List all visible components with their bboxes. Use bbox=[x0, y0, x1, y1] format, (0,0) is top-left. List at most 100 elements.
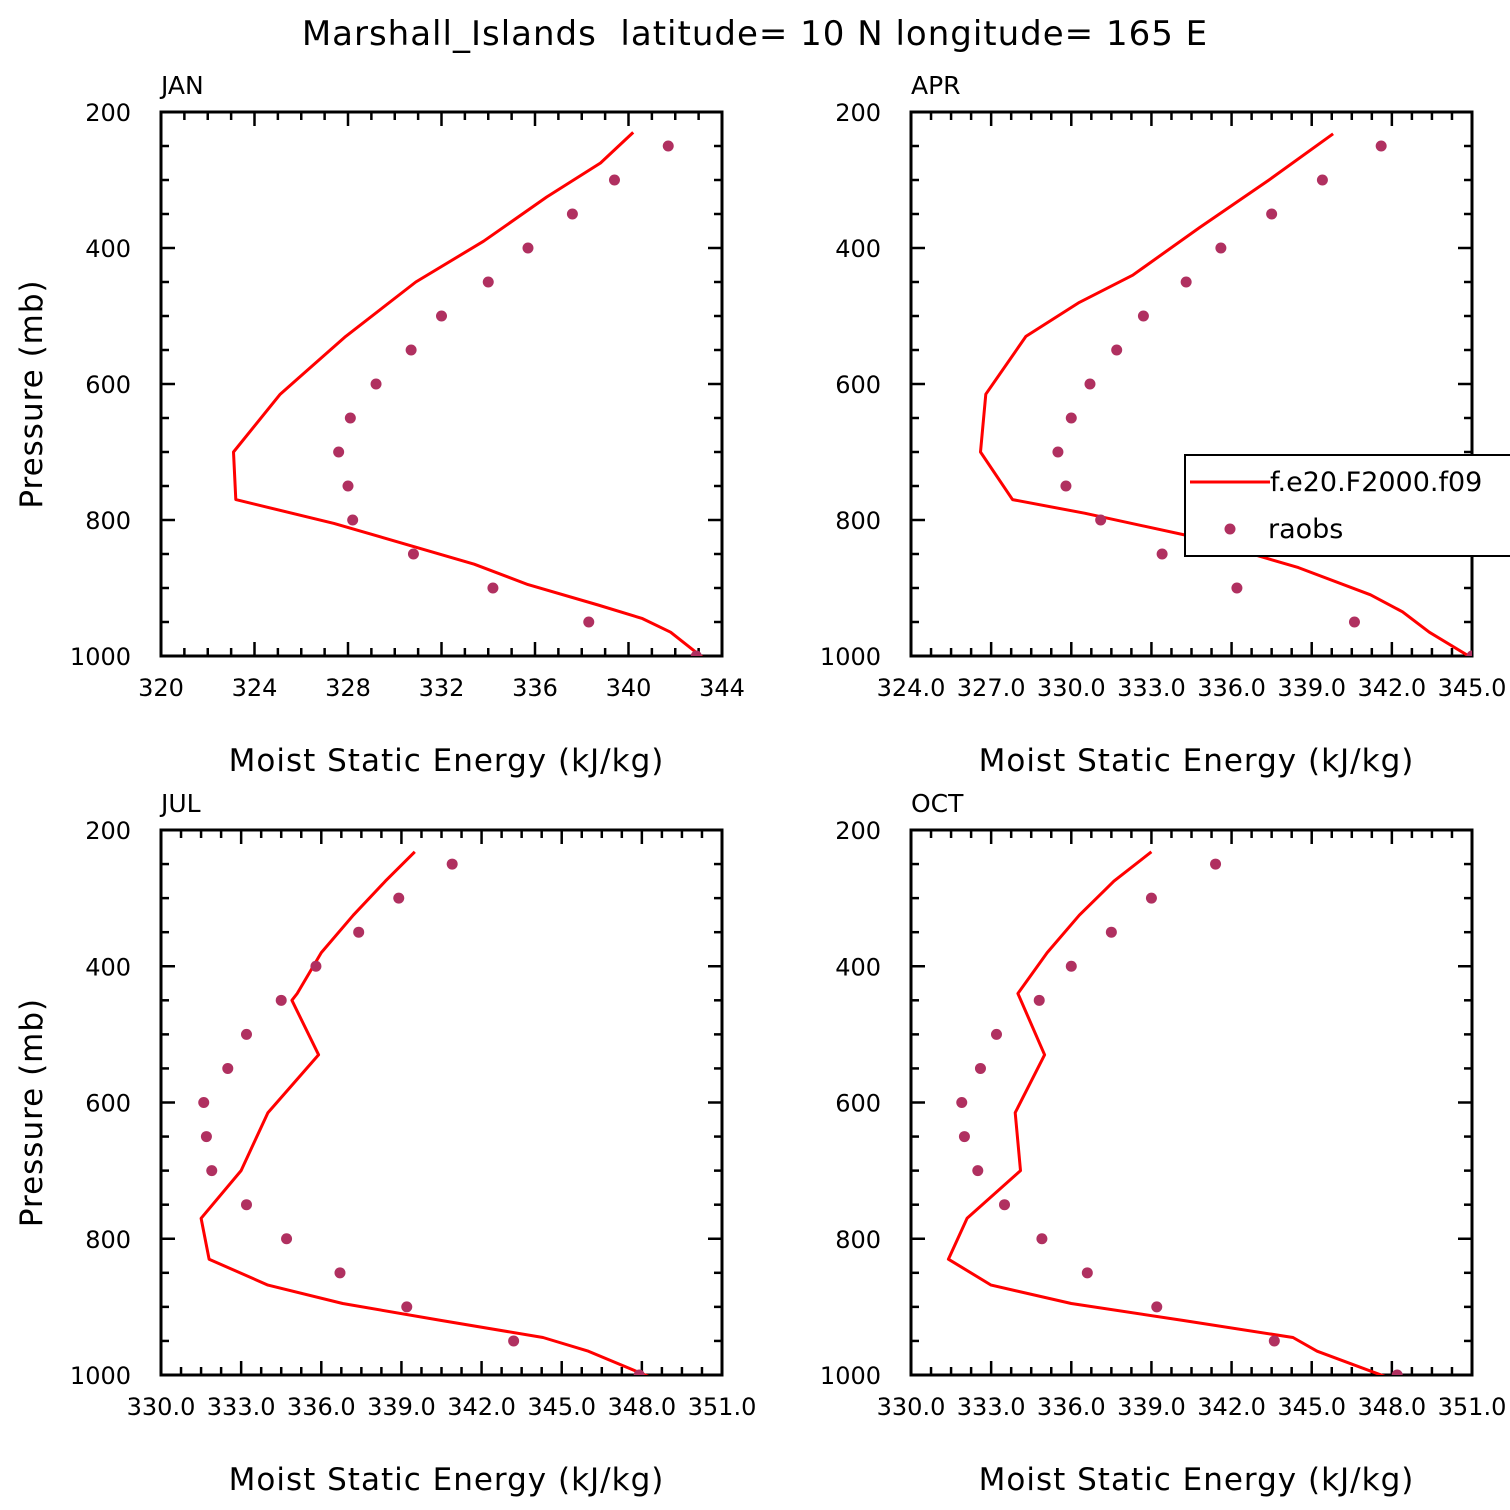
raobs-point bbox=[990, 1028, 1002, 1040]
raobs-point bbox=[482, 276, 494, 288]
y-tick-label: 200 bbox=[835, 817, 881, 845]
raobs-point bbox=[1111, 344, 1123, 356]
x-tick-label: 336.0 bbox=[1037, 1393, 1106, 1421]
raobs-point bbox=[662, 140, 674, 152]
model-series-line bbox=[232, 131, 704, 656]
raobs-point bbox=[974, 1062, 986, 1074]
x-tick-label: 348.0 bbox=[1357, 1393, 1426, 1421]
raobs-point bbox=[446, 858, 458, 870]
x-tick-label: 345.0 bbox=[527, 1393, 596, 1421]
raobs-point bbox=[1156, 548, 1168, 560]
y-tick-label: 400 bbox=[85, 953, 131, 981]
raobs-point bbox=[566, 208, 578, 220]
y-tick-label: 600 bbox=[85, 371, 131, 399]
y-tick-label: 200 bbox=[835, 99, 881, 127]
raobs-point bbox=[1065, 412, 1077, 424]
raobs-point bbox=[690, 650, 702, 656]
model-series-line bbox=[979, 132, 1472, 656]
raobs-point bbox=[1105, 926, 1117, 938]
raobs-point bbox=[200, 1131, 212, 1143]
raobs-point bbox=[1348, 616, 1360, 628]
y-tick-label: 800 bbox=[835, 507, 881, 535]
raobs-point bbox=[310, 960, 322, 972]
panel-oct: OCT 330.0 333.0 336.0 339.0 342.0 345.0 348.0 35… bbox=[820, 789, 1506, 1498]
x-tick-label: 345.0 bbox=[1277, 1393, 1346, 1421]
raobs-point bbox=[1137, 310, 1149, 322]
raobs-point bbox=[240, 1028, 252, 1040]
x-tick-label: 351.0 bbox=[688, 1393, 757, 1421]
raobs-point bbox=[436, 310, 447, 322]
x-tick-label: 327.0 bbox=[957, 674, 1026, 702]
model-series-line bbox=[946, 850, 1386, 1375]
y-tick-label: 1000 bbox=[70, 643, 131, 671]
raobs-point bbox=[1036, 1233, 1048, 1245]
panel-label: JAN bbox=[159, 71, 204, 100]
x-tick-label: 330.0 bbox=[877, 1393, 946, 1421]
y-tick-label: 600 bbox=[835, 371, 881, 399]
legend-obs-label: raobs bbox=[1268, 514, 1343, 545]
x-tick-label: 351.0 bbox=[1438, 1393, 1507, 1421]
y-tick-label: 400 bbox=[85, 235, 131, 263]
x-tick-label: 339.0 bbox=[367, 1393, 436, 1421]
x-tick-label: 333.0 bbox=[207, 1393, 276, 1421]
raobs-point bbox=[633, 1369, 645, 1375]
y-tick-label: 400 bbox=[835, 953, 881, 981]
y-tick-label: 1000 bbox=[820, 1362, 881, 1390]
x-axis-label: Moist Static Energy (kJ/kg) bbox=[979, 743, 1415, 779]
raobs-point bbox=[198, 1097, 210, 1108]
raobs-point bbox=[958, 1131, 970, 1143]
panel-apr: APR 324.0 327.0 330.0 333.0 336.0 339.0 342.0 34… bbox=[820, 71, 1510, 779]
x-tick-label: 333.0 bbox=[957, 1393, 1026, 1421]
plot-area bbox=[232, 131, 704, 656]
panel-jan: JAN 320 324 328 332 336 340 344 200 400 600 800 1000… bbox=[14, 71, 745, 779]
panel-jul: JUL 330.0 333.0 336.0 339.0 342.0 345.0 348.0 35… bbox=[14, 789, 756, 1498]
x-tick-label: 348.0 bbox=[607, 1393, 676, 1421]
raobs-point bbox=[206, 1165, 218, 1177]
y-tick-label: 400 bbox=[835, 235, 881, 263]
raobs-point bbox=[344, 412, 356, 424]
raobs-point bbox=[1466, 650, 1472, 656]
x-tick-label: 339.0 bbox=[1277, 674, 1346, 702]
x-tick-label: 320 bbox=[138, 674, 184, 702]
y-tick-label: 600 bbox=[85, 1090, 131, 1118]
raobs-point bbox=[342, 480, 354, 492]
raobs-point bbox=[1033, 994, 1045, 1006]
y-tick-label: 800 bbox=[835, 1226, 881, 1254]
y-axis-label: Pressure (mb) bbox=[14, 998, 50, 1227]
raobs-point bbox=[370, 378, 382, 390]
x-tick-label: 330.0 bbox=[1037, 674, 1106, 702]
plot-frame bbox=[909, 110, 1474, 658]
raobs-point bbox=[487, 582, 499, 594]
raobs-point bbox=[972, 1165, 984, 1177]
panel-label: OCT bbox=[911, 789, 964, 818]
plot-frame bbox=[159, 110, 724, 658]
raobs-point bbox=[347, 514, 359, 526]
x-tick-label: 324.0 bbox=[877, 674, 946, 702]
x-tick-label: 342.0 bbox=[1357, 674, 1426, 702]
plot-frame bbox=[909, 828, 1474, 1377]
x-tick-label: 342.0 bbox=[1197, 1393, 1266, 1421]
raobs-point bbox=[1266, 208, 1278, 220]
x-tick-label: 336 bbox=[512, 674, 558, 702]
y-tick-label: 200 bbox=[85, 817, 131, 845]
raobs-point bbox=[407, 548, 419, 560]
plot-area bbox=[946, 850, 1403, 1375]
plot-area bbox=[979, 132, 1472, 656]
x-tick-label: 342.0 bbox=[447, 1393, 516, 1421]
panels: JAN 320 324 328 332 336 340 344 200 400 600 800 1000… bbox=[14, 71, 1510, 1498]
y-tick-label: 800 bbox=[85, 507, 131, 535]
plot-area bbox=[198, 850, 650, 1375]
x-tick-label: 324 bbox=[232, 674, 278, 702]
raobs-point bbox=[1145, 892, 1157, 904]
legend-model-label: f.e20.F2000.f09 bbox=[1270, 467, 1482, 498]
x-tick-label: 336.0 bbox=[1197, 674, 1266, 702]
x-tick-label: 340 bbox=[606, 674, 652, 702]
raobs-point bbox=[1060, 480, 1072, 492]
raobs-point bbox=[1231, 582, 1243, 594]
y-tick-label: 600 bbox=[835, 1090, 881, 1118]
raobs-point bbox=[334, 1267, 346, 1279]
x-tick-label: 344 bbox=[699, 674, 745, 702]
y-tick-label: 1000 bbox=[820, 643, 881, 671]
panel-label: APR bbox=[911, 71, 961, 100]
y-tick-label: 800 bbox=[85, 1226, 131, 1254]
